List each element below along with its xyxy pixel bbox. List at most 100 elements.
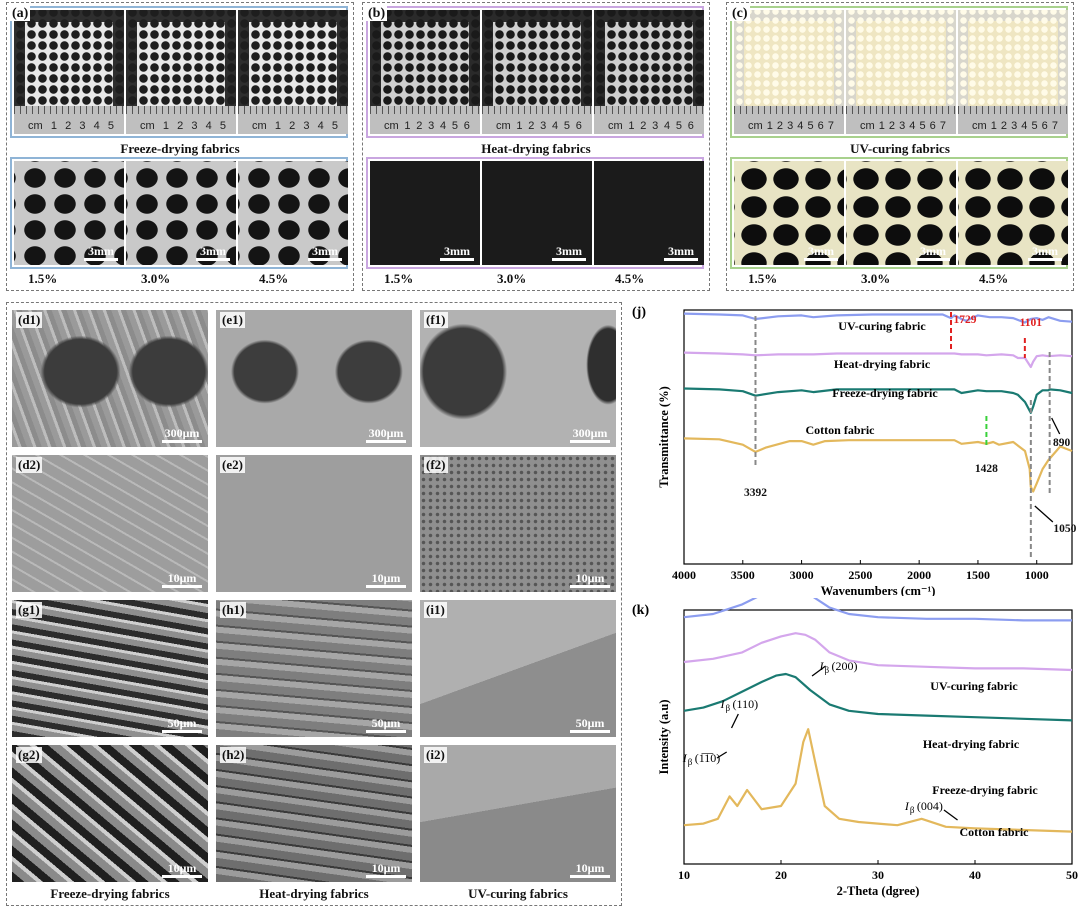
ruler-mark: 6 <box>463 120 470 132</box>
fabric-photo: cm 1 2 3 4 5 <box>126 10 236 134</box>
scale-bar: 50μm <box>366 717 406 733</box>
fabric-zoom: 3mm <box>958 161 1068 265</box>
ruler-mark: 4 <box>205 120 212 132</box>
ruler-mark: cm <box>252 120 267 132</box>
peak-label: (110) <box>733 697 759 711</box>
sem-tag: (d1) <box>16 312 43 328</box>
concentration-label: 1.5% <box>384 271 414 286</box>
sem-image: (h1) 50μm <box>216 600 412 737</box>
ruler-mark: 4 <box>909 120 916 132</box>
concentration-label: 3.0% <box>861 271 891 286</box>
panel-tag: (c) <box>730 6 750 21</box>
ruler-mark: 4 <box>317 120 324 132</box>
scale-bar: 300μm <box>570 427 610 443</box>
ruler-mark: 4 <box>664 120 671 132</box>
ruler-mark: 2 <box>65 120 72 132</box>
ruler-mark: 5 <box>563 120 571 132</box>
scale-bar: 3mm <box>196 245 230 261</box>
concentration-label: 3.0% <box>141 271 171 286</box>
peak-label-sub: β <box>825 665 830 675</box>
x-tick-label: 3500 <box>731 568 755 582</box>
scale-label: 3mm <box>200 244 226 258</box>
ruler-mark: 2 <box>416 120 423 132</box>
peak-label: 1101 <box>1020 317 1043 329</box>
ruler-mark: 5 <box>107 120 114 132</box>
scale-label: 10μm <box>167 571 197 585</box>
photo-row-box: cm 1 2 3 4 5 cm 1 2 3 4 5 cm 1 2 3 4 5 <box>10 6 348 138</box>
scale-label: 300μm <box>572 426 608 440</box>
peak-label: 890 <box>1053 437 1071 449</box>
ruler-mark: cm <box>972 120 987 132</box>
sem-tag: (d2) <box>16 457 43 473</box>
ruler-mark: 2 <box>177 120 184 132</box>
scale-bar: 10μm <box>366 862 406 878</box>
fabric-zoom: 3mm <box>370 161 480 265</box>
photo-row-box: cm 1 2 3 4 5 6 7 cm 1 2 3 4 5 6 7 cm 1 2 3 4 5 6 7 <box>730 6 1068 138</box>
sem-image: (d1) 300μm <box>12 310 208 447</box>
x-tick-label: 20 <box>775 868 787 882</box>
scale-label: 50μm <box>371 716 401 730</box>
ruler-mark: 1 <box>274 120 281 132</box>
scale-bar: 10μm <box>162 862 202 878</box>
ruler-mark: 7 <box>939 120 946 132</box>
x-tick-label: 10 <box>678 868 690 882</box>
ruler-mark: 3 <box>1011 120 1018 132</box>
series-label: UV-curing fabric <box>930 679 1018 693</box>
ruler-mark: 7 <box>827 120 834 132</box>
ruler-mark: cm <box>608 120 623 132</box>
xrd-chart: (k) 10 20 30 40 50 2-Theta (dgree) Intensity (a… <box>632 598 1078 898</box>
scale-bar: 10μm <box>366 572 406 588</box>
fabric-zoom: 3mm <box>594 161 704 265</box>
peak-label-i: I <box>819 659 825 673</box>
ruler-mark: 3 <box>428 120 435 132</box>
ruler-mark: 6 <box>687 120 694 132</box>
ruler-mark: 4 <box>552 120 559 132</box>
scale-label: 3mm <box>556 244 582 258</box>
scale-label: 10μm <box>167 861 197 875</box>
ruler-mark: 6 <box>575 120 582 132</box>
series-label: Heat-drying fabric <box>923 737 1020 751</box>
series-line <box>683 672 1073 722</box>
ruler-mark: 4 <box>440 120 447 132</box>
ruler-mark: 1 <box>50 120 57 132</box>
peak-label: 1729 <box>954 314 977 326</box>
ruler-mark: 5 <box>451 120 459 132</box>
x-axis-label: 2-Theta (dgree) <box>837 884 920 898</box>
x-tick-label: 50 <box>1066 868 1078 882</box>
zoom-row-box: 3mm 3mm 3mm <box>730 157 1068 269</box>
sem-image: (e1) 300μm <box>216 310 412 447</box>
peak-label-sub: β <box>910 805 915 815</box>
concentration-label: 4.5% <box>615 271 645 286</box>
scale-label: 3mm <box>920 244 946 258</box>
concentration-label: 1.5% <box>28 271 58 286</box>
ruler-mark: 3 <box>540 120 547 132</box>
sem-image: (f2) 10μm <box>420 455 616 592</box>
ruler: cm 1 2 3 4 5 <box>238 106 348 134</box>
ruler-mark: 2 <box>289 120 296 132</box>
scale-bar: 3mm <box>84 245 118 261</box>
ruler-mark: 5 <box>675 120 683 132</box>
sem-image: (d2) 10μm <box>12 455 208 592</box>
ruler-mark: cm <box>860 120 875 132</box>
chart-tag: (j) <box>632 305 646 320</box>
scale-bar: 3mm <box>916 245 950 261</box>
scale-bar: 3mm <box>308 245 342 261</box>
scale-bar: 10μm <box>162 572 202 588</box>
scale-label: 50μm <box>575 716 605 730</box>
scale-label: 3mm <box>1032 244 1058 258</box>
scale-label: 3mm <box>808 244 834 258</box>
ftir-chart: (j) 4000 3500 3000 2500 2000 1500 1000 Wavenumbe… <box>632 305 1077 596</box>
ruler-mark: 3 <box>899 120 906 132</box>
sem-column-label: Heat-drying fabrics <box>259 886 369 901</box>
ruler-mark: 3 <box>652 120 659 132</box>
x-axis-label: Wavenumbers (cm⁻¹) <box>821 584 936 596</box>
sem-image: (h2) 10μm <box>216 745 412 882</box>
ruler-mark: 2 <box>528 120 535 132</box>
fabric-photo: cm 1 2 3 4 5 6 <box>594 10 704 134</box>
peak-label-i: I <box>904 799 910 813</box>
ruler-mark: 5 <box>331 120 338 132</box>
ruler-mark: 1 <box>628 120 635 132</box>
y-axis-label: Intensity (a.u) <box>657 699 671 774</box>
